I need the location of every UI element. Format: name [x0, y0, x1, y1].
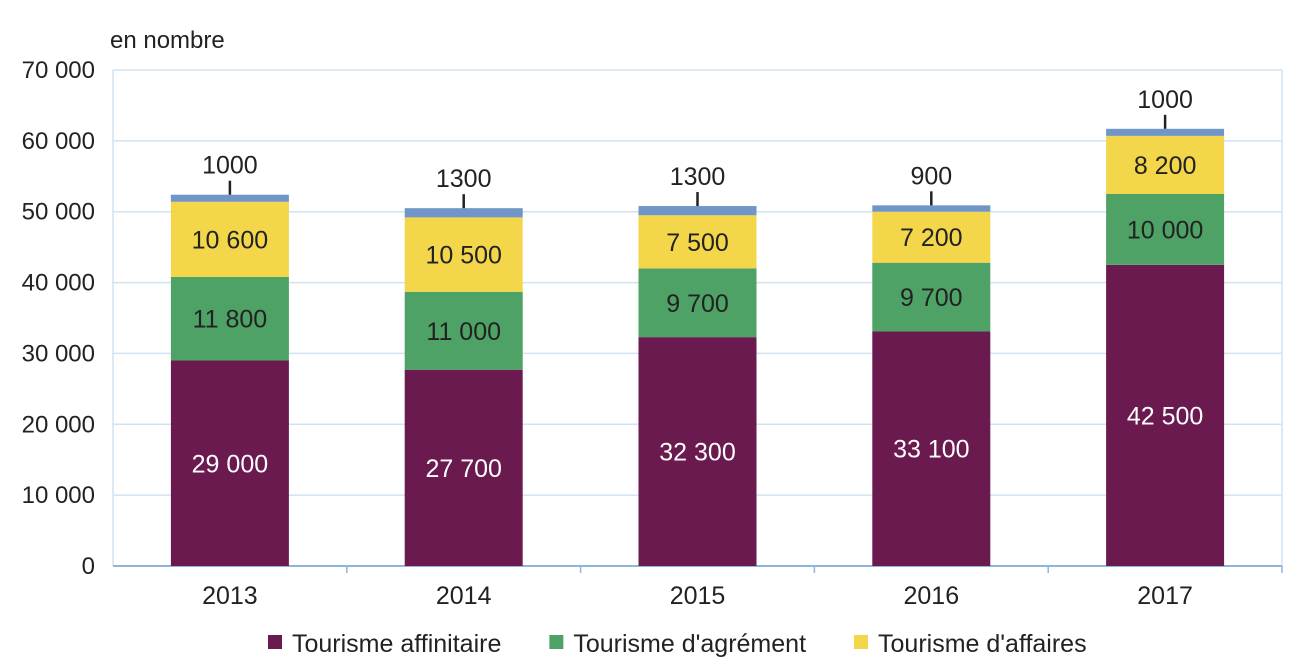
- x-tick-label: 2014: [436, 582, 492, 610]
- legend-label: Tourisme affinitaire: [292, 630, 501, 658]
- bar-segment: [1106, 264, 1225, 566]
- data-label: 29 000: [192, 450, 268, 478]
- bar-segment: [872, 262, 991, 332]
- data-label: 9 700: [666, 290, 729, 318]
- data-label: 32 300: [659, 439, 735, 467]
- data-label: 42 500: [1127, 402, 1203, 430]
- y-tick-label: 40 000: [22, 270, 95, 297]
- data-label: 10 000: [1127, 216, 1203, 244]
- y-tick-label: 60 000: [22, 128, 95, 155]
- data-label: 33 100: [893, 436, 969, 464]
- bar-segment: [170, 360, 289, 566]
- y-tick-label: 30 000: [22, 340, 95, 367]
- data-label: 1300: [436, 165, 492, 193]
- legend-swatch: [268, 635, 282, 649]
- bar-segment: [638, 268, 757, 338]
- bar-segment: [170, 201, 289, 277]
- legend-swatch: [549, 635, 564, 649]
- unit-label: en nombre: [110, 27, 225, 54]
- bar-segment: [404, 208, 523, 218]
- bar-segment: [872, 211, 991, 263]
- bar-segment: [404, 217, 523, 292]
- y-tick-label: 70 000: [22, 57, 95, 84]
- bar-segment: [170, 276, 289, 361]
- y-tick-label: 50 000: [22, 199, 95, 226]
- data-label: 7 200: [900, 224, 963, 252]
- data-label: 9 700: [900, 284, 963, 312]
- bar-segment: [638, 337, 757, 566]
- y-tick-label: 20 000: [22, 411, 95, 438]
- x-tick-label: 2017: [1137, 582, 1193, 610]
- bar-segment: [1106, 135, 1225, 194]
- bar-segment: [170, 194, 289, 202]
- data-label: 27 700: [425, 455, 501, 483]
- data-label: 7 500: [666, 229, 729, 257]
- data-label: 1000: [1137, 86, 1193, 114]
- data-label: 11 000: [426, 318, 501, 346]
- bar-segment: [872, 205, 991, 212]
- x-tick-label: 2013: [202, 582, 258, 610]
- data-label: 8 200: [1134, 152, 1197, 180]
- data-label: 10 600: [192, 226, 268, 254]
- y-tick-label: 10 000: [22, 482, 95, 509]
- bar-segment: [872, 331, 991, 566]
- data-label: 1000: [202, 152, 258, 180]
- bar-segment: [404, 291, 523, 370]
- data-label: 10 500: [425, 242, 501, 270]
- bar-segment: [1106, 128, 1225, 136]
- bar-segment: [638, 206, 757, 216]
- x-tick-label: 2016: [903, 582, 959, 610]
- x-tick-label: 2015: [670, 582, 726, 610]
- data-label: 1300: [670, 163, 726, 191]
- data-label: 900: [910, 162, 952, 190]
- y-tick-label: 0: [82, 553, 95, 580]
- bar-segment: [404, 369, 523, 566]
- legend-label: Tourisme d'agrément: [573, 630, 806, 658]
- bar-segment: [638, 215, 757, 269]
- bar-segment: [1106, 194, 1225, 265]
- legend-swatch: [854, 635, 869, 649]
- data-label: 11 800: [193, 306, 268, 334]
- legend-label: Tourisme d'affaires: [878, 630, 1087, 658]
